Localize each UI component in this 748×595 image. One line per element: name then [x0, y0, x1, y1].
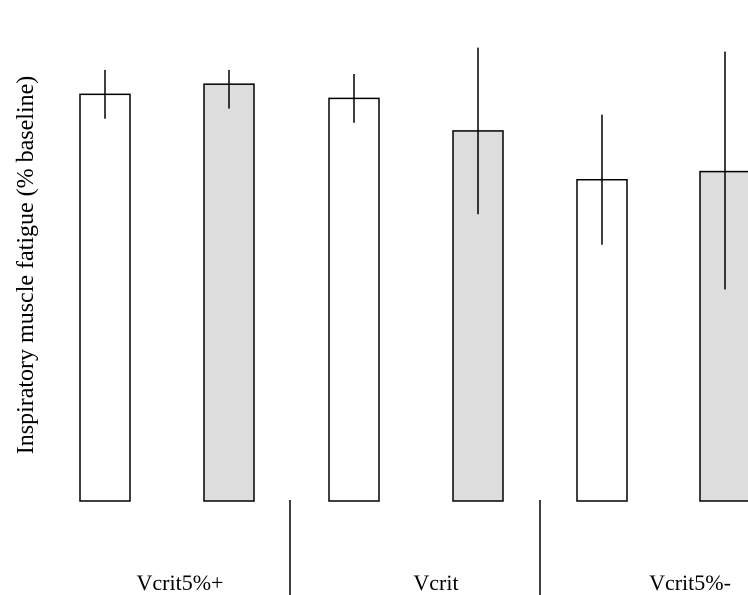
- group-label-2: Vcrit: [413, 570, 458, 595]
- group-separators: [289, 500, 541, 595]
- group-label-1: Vcrit5%+: [137, 570, 224, 595]
- y-axis-label: Inspiratory muscle fatigue (% baseline): [13, 76, 39, 455]
- bar-6: [699, 170, 748, 502]
- group-labels: Vcrit5%+ Vcrit Vcrit5%-: [137, 570, 731, 595]
- bar-1: [79, 93, 131, 502]
- bar-2: [203, 83, 255, 502]
- bar-3: [328, 97, 380, 502]
- bars-layer: [79, 47, 748, 502]
- group-label-3: Vcrit5%-: [649, 570, 731, 595]
